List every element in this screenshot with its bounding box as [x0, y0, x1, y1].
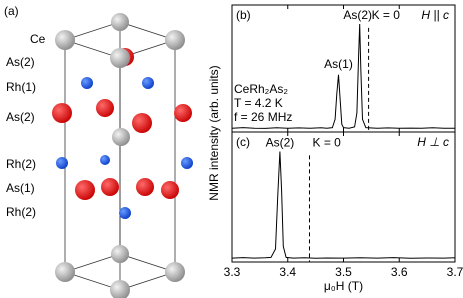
- plot-frame: [231, 131, 456, 263]
- atom: [55, 30, 75, 50]
- atom-label: As(2): [6, 110, 35, 124]
- atom: [110, 280, 130, 298]
- spectrum: [231, 23, 456, 129]
- atom: [112, 128, 130, 146]
- atom: [142, 77, 154, 89]
- sample-info: T = 4.2 K: [234, 96, 283, 110]
- annotation: K = 0: [312, 136, 341, 150]
- atom: [111, 245, 129, 263]
- atom-label: As(1): [6, 181, 35, 195]
- atom: [165, 262, 185, 282]
- atom: [165, 30, 185, 50]
- atom-label: As(2): [6, 55, 35, 69]
- atom: [101, 178, 119, 196]
- atom-label: Rh(2): [6, 157, 36, 171]
- annotation: As(2): [266, 136, 295, 150]
- field-label: H ⊥ c: [417, 135, 449, 149]
- atom-label: Rh(1): [6, 80, 36, 94]
- atom-label: Rh(2): [6, 205, 36, 219]
- x-axis-label: μ₀H (T): [324, 279, 363, 293]
- atom: [52, 103, 72, 123]
- annotation: K = 0: [372, 8, 401, 22]
- atom: [161, 181, 179, 199]
- atom: [119, 207, 131, 219]
- x-tick-label: 3.3: [224, 265, 241, 279]
- x-tick-label: 3.6: [391, 265, 408, 279]
- field-label: H || c: [421, 8, 449, 22]
- sample-info: CeRh₂As₂: [234, 82, 288, 96]
- sample-info: f = 26 MHz: [234, 110, 292, 124]
- atom: [181, 157, 193, 169]
- atom: [75, 180, 95, 200]
- x-tick-label: 3.5: [335, 265, 352, 279]
- annotation: As(1): [324, 57, 353, 71]
- atom: [96, 99, 114, 117]
- panel-label: (c): [236, 135, 250, 149]
- panel-label: (a): [4, 4, 19, 18]
- atom: [81, 77, 93, 89]
- atom: [55, 262, 75, 282]
- spectrum: [231, 151, 456, 259]
- atom: [56, 157, 68, 169]
- atom: [110, 48, 130, 68]
- atom: [100, 155, 110, 165]
- y-axis-label: NMR intensity (arb. units): [207, 65, 221, 200]
- atom: [136, 178, 154, 196]
- atom: [132, 113, 152, 133]
- x-tick-label: 3.4: [279, 265, 296, 279]
- atom-label: Ce: [30, 32, 46, 46]
- atom: [111, 13, 129, 31]
- atom: [174, 104, 192, 122]
- annotation: As(2): [343, 8, 372, 22]
- x-tick-label: 3.7: [447, 265, 463, 279]
- panel-label: (b): [236, 8, 251, 22]
